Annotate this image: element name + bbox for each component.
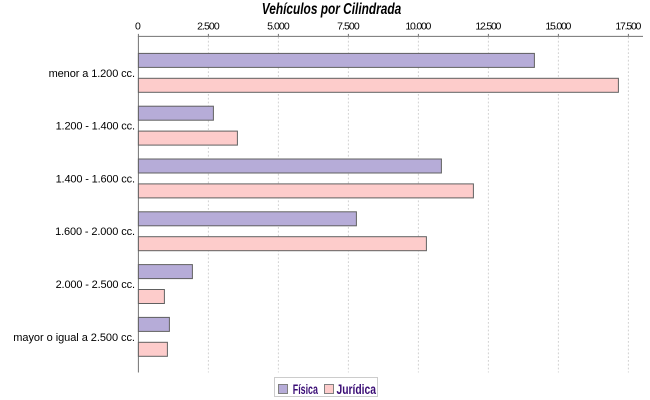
svg-text:Vehículos por Cilindrada: Vehículos por Cilindrada — [262, 1, 402, 18]
svg-text:15.000: 15.000 — [545, 21, 571, 33]
svg-text:17.500: 17.500 — [615, 21, 641, 33]
svg-text:1.600 - 2.000 cc.: 1.600 - 2.000 cc. — [55, 226, 135, 238]
svg-text:1.200 - 1.400 cc.: 1.200 - 1.400 cc. — [56, 121, 135, 133]
svg-text:Física: Física — [293, 382, 318, 397]
svg-text:1.400 - 1.600 cc.: 1.400 - 1.600 cc. — [56, 173, 135, 185]
svg-text:2.500: 2.500 — [197, 21, 220, 33]
svg-text:0: 0 — [135, 21, 141, 33]
svg-text:10.000: 10.000 — [405, 21, 431, 33]
svg-text:menor a 1.200 cc.: menor a 1.200 cc. — [49, 68, 135, 80]
svg-text:12.500: 12.500 — [475, 21, 501, 33]
svg-text:2.000 - 2.500 cc.: 2.000 - 2.500 cc. — [56, 279, 135, 291]
svg-text:5.000: 5.000 — [267, 21, 290, 33]
svg-text:7.500: 7.500 — [337, 21, 360, 33]
svg-text:Jurídica: Jurídica — [337, 382, 377, 397]
svg-text:mayor o igual a 2.500 cc.: mayor o igual a 2.500 cc. — [13, 332, 135, 344]
